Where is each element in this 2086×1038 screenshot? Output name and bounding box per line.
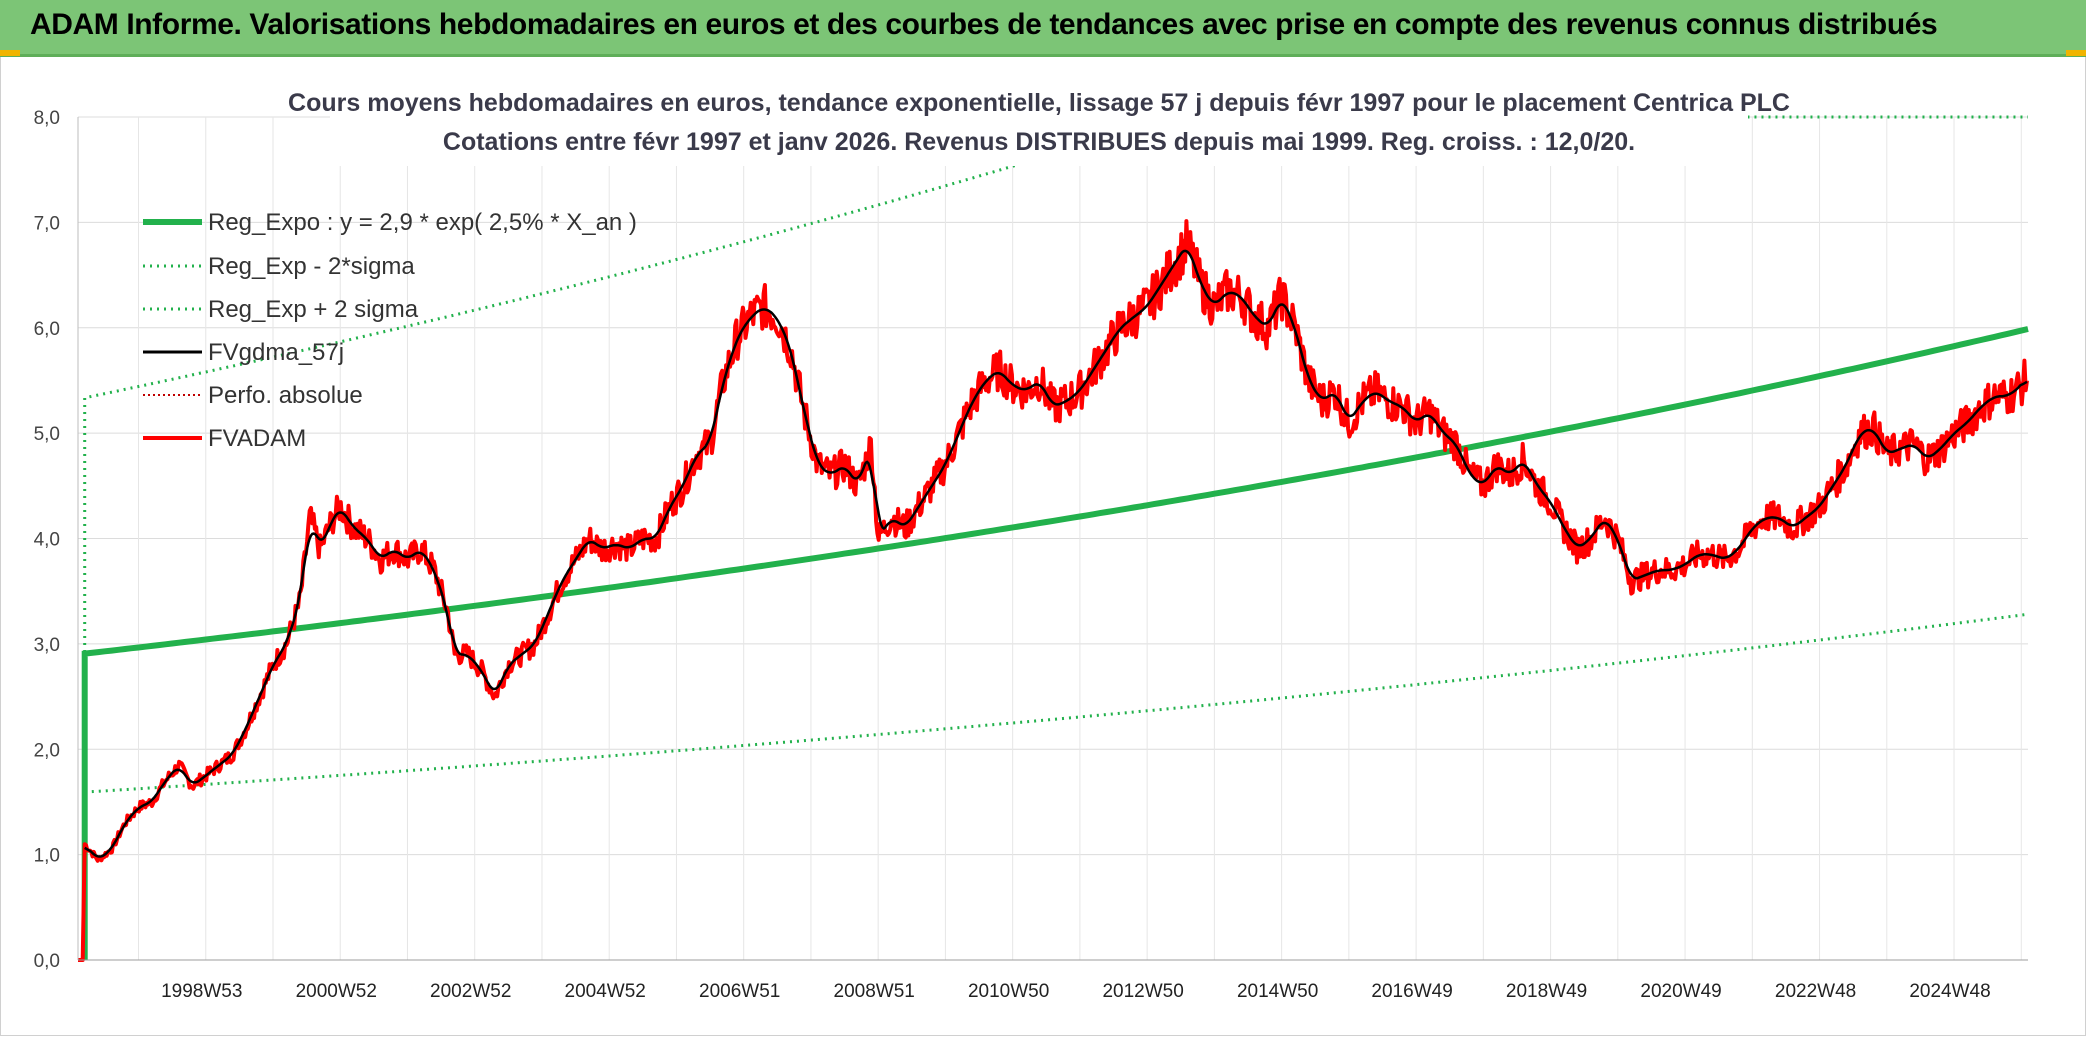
series-fvadam (78, 219, 2029, 962)
x-tick-label: 2022W48 (1775, 981, 1856, 1002)
x-tick-label: 2006W51 (699, 981, 780, 1002)
legend-label-reg-exp-lower: Reg_Exp - 2*sigma (208, 253, 415, 280)
corner-accent-left (0, 50, 20, 56)
y-tick-label: 4,0 (34, 530, 60, 551)
legend-label-reg-expo: Reg_Expo : y = 2,9 * exp( 2,5% * X_an ) (208, 209, 637, 236)
series-fvgdma (84, 249, 2028, 858)
x-tick-label: 1998W53 (161, 981, 242, 1002)
x-tick-label: 2004W52 (565, 981, 646, 1002)
y-tick-label: 0,0 (34, 951, 60, 972)
y-tick-label: 3,0 (34, 635, 60, 656)
legend-label-perfo: Perfo. absolue (208, 382, 363, 409)
x-tick-label: 2016W49 (1371, 981, 1452, 1002)
legend-label-fvgdma: FVgdma_57j (208, 339, 344, 366)
y-tick-label: 5,0 (34, 424, 60, 445)
report-title: ADAM Informe. Valorisations hebdomadaire… (30, 8, 1938, 41)
x-tick-label: 2000W52 (296, 981, 377, 1002)
y-tick-label: 7,0 (34, 213, 60, 234)
x-tick-label: 2012W50 (1102, 981, 1183, 1002)
y-tick-label: 8,0 (34, 108, 60, 129)
x-tick-label: 2002W52 (430, 981, 511, 1002)
corner-accent-right (2066, 50, 2086, 56)
x-tick-label: 2020W49 (1640, 981, 1721, 1002)
report-header: ADAM Informe. Valorisations hebdomadaire… (0, 0, 2086, 57)
x-tick-label: 2010W50 (968, 981, 1049, 1002)
x-tick-label: 2018W49 (1506, 981, 1587, 1002)
series-reg-expo (81, 326, 2029, 960)
title-background (330, 86, 1748, 166)
x-tick-label: 2014W50 (1237, 981, 1318, 1002)
axes: 0,0 1,0 2,0 3,0 4,0 5,0 6,0 7,0 8,0 1998W53 2000W5… (34, 108, 2028, 1002)
x-tick-label: 2024W48 (1909, 981, 1990, 1002)
chart-title-line2: Cotations entre févr 1997 et janv 2026. … (443, 128, 1635, 156)
legend-label-reg-exp-upper: Reg_Exp + 2 sigma (208, 296, 419, 323)
legend-label-fvadam: FVADAM (208, 425, 306, 452)
legend: Reg_Expo : y = 2,9 * exp( 2,5% * X_an ) … (143, 209, 637, 452)
series-layer (78, 115, 2029, 962)
y-tick-label: 6,0 (34, 319, 60, 340)
y-tick-label: 2,0 (34, 740, 60, 761)
series-reg-exp-lower (83, 612, 2029, 960)
chart-title-line1: Cours moyens hebdomadaires en euros, ten… (288, 89, 1790, 117)
x-tick-label: 2008W51 (834, 981, 915, 1002)
y-tick-label: 1,0 (34, 846, 60, 867)
